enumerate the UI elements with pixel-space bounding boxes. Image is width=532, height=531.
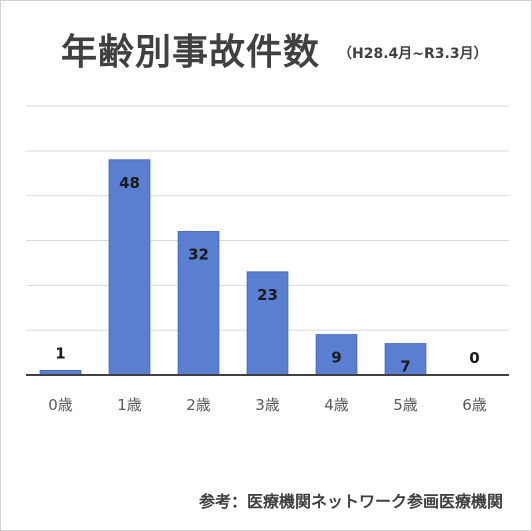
bar-3 — [246, 271, 289, 376]
bar-4 — [315, 334, 358, 376]
bar-chart: 1 48 32 23 9 7 0 0歳 1歳 2歳 3歳 4歳 5歳 6歳 — [26, 105, 509, 414]
bar-2 — [177, 231, 220, 376]
chart-title: 年齢別事故件数 — [61, 32, 321, 73]
data-label-0: 1 — [55, 345, 65, 363]
x-tick-label-6: 6歳 — [462, 396, 487, 414]
source-note: 参考：医療機関ネットワーク参画医療機関 — [198, 492, 503, 511]
data-label-2: 32 — [188, 246, 209, 264]
bar-5 — [384, 343, 427, 376]
bar-1 — [108, 159, 151, 376]
x-tick-label-2: 2歳 — [186, 396, 211, 414]
x-tick-labels: 0歳 1歳 2歳 3歳 4歳 5歳 6歳 — [48, 396, 487, 414]
data-label-5: 7 — [400, 358, 410, 376]
data-label-3: 23 — [257, 286, 278, 304]
x-tick-label-5: 5歳 — [393, 396, 418, 414]
data-labels: 1 48 32 23 9 7 0 — [55, 174, 479, 376]
x-tick-label-4: 4歳 — [324, 396, 349, 414]
x-tick-label-0: 0歳 — [48, 396, 73, 414]
x-tick-label-3: 3歳 — [255, 396, 280, 414]
x-tick-label-1: 1歳 — [117, 396, 142, 414]
data-label-1: 48 — [119, 174, 140, 192]
bars — [39, 159, 427, 376]
data-label-6: 0 — [469, 349, 479, 367]
data-label-4: 9 — [331, 349, 341, 367]
chart-subtitle: （H28.4月~R3.3月） — [338, 46, 488, 62]
